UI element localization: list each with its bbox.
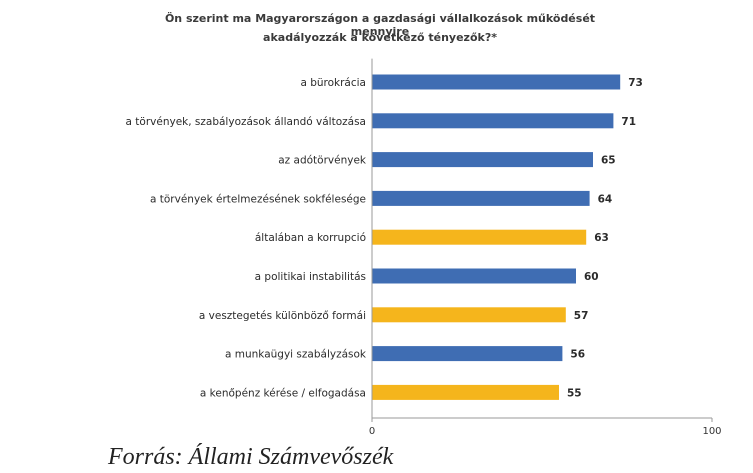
data-label: 60 <box>584 271 599 283</box>
data-label: 71 <box>621 116 636 128</box>
category-label: általában a korrupció <box>255 232 366 244</box>
bar <box>372 346 563 362</box>
bar <box>372 229 587 245</box>
data-label: 63 <box>594 232 609 244</box>
bar <box>372 152 593 168</box>
category-label: a politikai instabilitás <box>255 271 366 283</box>
x-tick-label: 0 <box>369 426 375 437</box>
bar <box>372 74 621 90</box>
category-label: a kenőpénz kérése / elfogadása <box>200 387 366 399</box>
data-label: 55 <box>567 387 582 399</box>
chart-title-line-2: akadályozzák a következő tényezők?* <box>263 31 497 44</box>
bars-layer: a bürokrácia 73 a törvények, szabályozások… <box>126 74 643 400</box>
bar <box>372 190 590 206</box>
category-label: a vesztegetés különböző formái <box>199 310 366 322</box>
data-label: 56 <box>570 349 585 361</box>
bar <box>372 268 576 284</box>
data-label: 64 <box>598 193 613 205</box>
category-label: a munkaügyi szabályzások <box>225 349 367 361</box>
source-caption: Forrás: Állami Számvevőszék <box>108 444 394 470</box>
bar <box>372 307 566 323</box>
data-label: 65 <box>601 155 616 167</box>
data-label: 57 <box>574 310 589 322</box>
bar <box>372 113 614 129</box>
category-label: a törvények értelmezésének sokféleségе <box>150 193 366 205</box>
bar <box>372 384 559 400</box>
chart-title-line-1: Ön szerint ma Magyarországon a gazdasági… <box>164 12 596 38</box>
x-tick-label: 100 <box>702 426 721 437</box>
data-label: 73 <box>628 77 643 89</box>
category-label: az adótörvények <box>278 155 367 167</box>
category-label: a bürokrácia <box>300 77 366 89</box>
x-axis: 0 100 <box>369 58 722 437</box>
category-label: a törvények, szabályozások állandó válto… <box>126 116 366 128</box>
